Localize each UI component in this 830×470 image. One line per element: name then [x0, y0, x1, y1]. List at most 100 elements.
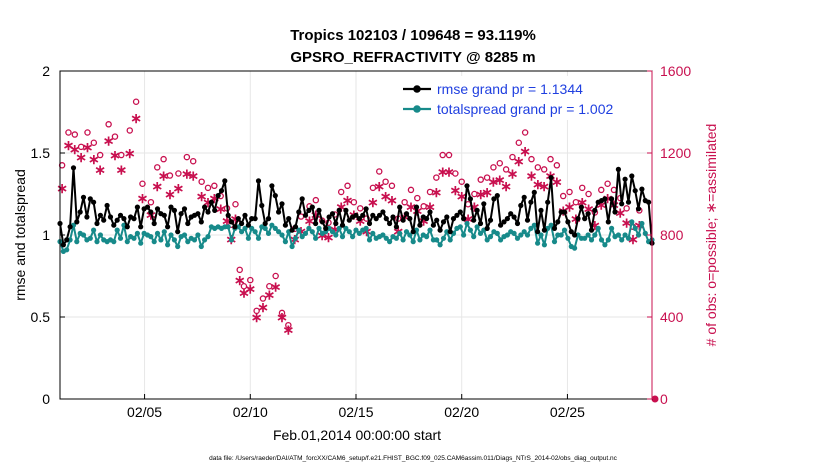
- obs-assimilated-point: ∗: [437, 163, 449, 179]
- obs-assimilated-point: ∗: [335, 198, 347, 214]
- y-tick-label-right: 0: [660, 391, 668, 407]
- obs-assimilated-point: ∗: [342, 192, 354, 208]
- rmse-point: [588, 227, 595, 233]
- spread-point: [114, 227, 120, 233]
- spread-point: [410, 239, 416, 245]
- obs-assimilated-point: ∗: [173, 180, 185, 196]
- obs-possible-point: [439, 151, 446, 159]
- rmse-point: [148, 209, 154, 215]
- spread-point: [619, 237, 625, 243]
- rmse-point: [427, 209, 433, 215]
- x-tick-label: 02/05: [127, 404, 162, 420]
- rmse-point: [343, 207, 349, 213]
- rmse-point: [272, 193, 278, 199]
- rmse-point: [124, 224, 130, 230]
- obs-assimilated-point: ∗: [513, 153, 525, 169]
- rmse-point: [561, 209, 568, 215]
- obs-assimilated-point: ∗: [424, 198, 436, 214]
- rmse-point: [484, 225, 490, 231]
- obs-possible-point: [189, 157, 197, 165]
- rmse-point: [292, 224, 299, 230]
- obs-assimilated-point: ∗: [263, 286, 275, 302]
- obs-assimilated-point: ∗: [418, 213, 430, 229]
- rmse-point: [366, 220, 373, 227]
- obs-assimilated-point: ∗: [614, 204, 626, 220]
- rmse-point: [346, 217, 352, 223]
- rmse-point: [323, 225, 329, 231]
- legend-rmse-marker: [413, 85, 421, 93]
- rmse-point: [313, 220, 319, 227]
- rmse-point: [218, 188, 225, 194]
- rmse-point: [538, 207, 544, 213]
- spread-point: [269, 222, 275, 228]
- obs-possible-point: [369, 184, 377, 192]
- obs-possible-point: [540, 166, 548, 173]
- obs-possible-point: [547, 155, 554, 163]
- rmse-point: [161, 212, 167, 218]
- obs-assimilated-point: ∗: [329, 221, 341, 237]
- rmse-point: [242, 212, 248, 218]
- rmse-point: [518, 202, 524, 209]
- obs-possible-point: [490, 164, 497, 171]
- obs-assimilated-point: ∗: [469, 198, 481, 214]
- spread-point: [437, 242, 443, 248]
- rmse-point: [215, 193, 221, 199]
- spread-point: [165, 242, 171, 248]
- obs-assimilated-point: ∗: [230, 211, 242, 227]
- rmse-point: [622, 176, 628, 182]
- spread-point: [339, 234, 346, 240]
- spread-point: [461, 232, 467, 238]
- spread-point: [134, 230, 140, 236]
- obs-assimilated-point: ∗: [532, 176, 544, 192]
- spread-point: [551, 239, 558, 245]
- rmse-point: [508, 211, 514, 217]
- legend-spread-marker: [413, 105, 421, 113]
- spread-point: [541, 242, 548, 248]
- rmse-point: [430, 222, 436, 228]
- rmse-point: [114, 217, 120, 223]
- rmse-point: [91, 199, 97, 205]
- spread-point: [111, 239, 117, 245]
- rmse-point: [168, 204, 174, 210]
- rmse-point: [353, 212, 359, 218]
- rmse-point: [339, 222, 346, 228]
- spread-point: [407, 232, 413, 238]
- spread-point: [228, 237, 235, 243]
- spread-point: [276, 229, 282, 235]
- obs-assimilated-point: ∗: [69, 141, 81, 157]
- spread-point: [531, 222, 537, 228]
- spread-point: [329, 229, 336, 235]
- rmse-point: [279, 201, 285, 207]
- rmse-point: [551, 225, 558, 231]
- rmse-point: [568, 229, 574, 235]
- rmse-point: [70, 165, 77, 171]
- obs-possible-point: [553, 162, 561, 169]
- spread-point: [629, 219, 635, 225]
- rmse-point: [259, 202, 265, 209]
- rmse-point: [535, 229, 541, 235]
- spread-point: [97, 232, 103, 238]
- obs-possible-point: [420, 203, 427, 210]
- spread-point: [158, 237, 164, 243]
- rmse-point: [498, 222, 504, 228]
- obs-possible-point: [247, 276, 254, 284]
- rmse-point: [208, 199, 214, 205]
- obs-possible-point: [278, 309, 286, 317]
- spread-point: [346, 229, 352, 235]
- obs-assimilated-point: ∗: [583, 200, 595, 216]
- rmse-point: [440, 219, 447, 225]
- rmse-point: [376, 212, 383, 218]
- obs-possible-point: [509, 153, 516, 161]
- spread-point: [198, 243, 204, 250]
- y-tick-label-left: 1: [42, 227, 50, 243]
- spread-point: [403, 229, 410, 235]
- obs-possible-point: [572, 198, 580, 206]
- obs-possible-point: [240, 282, 248, 290]
- spread-point: [191, 237, 198, 243]
- obs-possible-point: [585, 190, 592, 198]
- rmse-point: [413, 204, 420, 210]
- spread-point: [124, 239, 130, 245]
- obs-possible-point: [426, 188, 434, 196]
- spread-point: [447, 237, 453, 243]
- rmse-point: [64, 237, 70, 243]
